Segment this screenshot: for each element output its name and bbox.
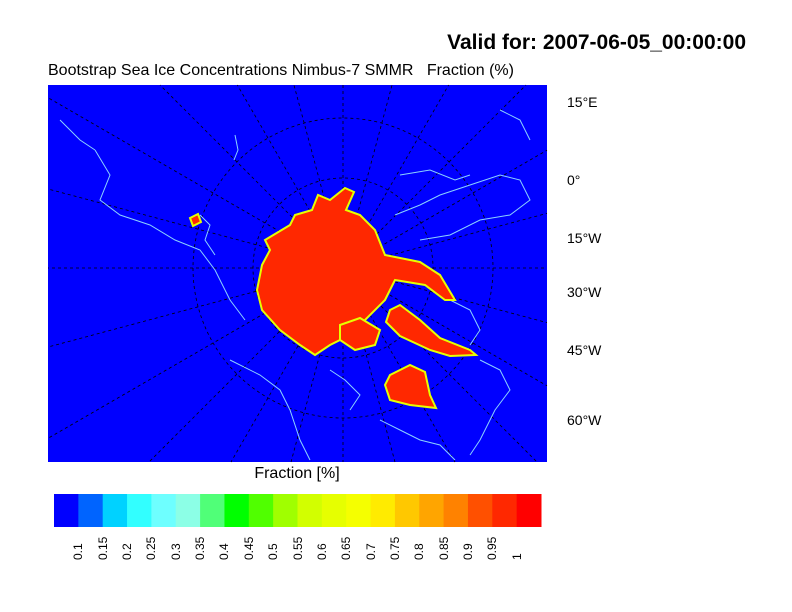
colorbar-tick-label: 0.4	[217, 543, 232, 560]
colorbar-box	[78, 494, 104, 527]
parallel-line	[252, 177, 434, 359]
colorbar-tick-label: 0.45	[241, 536, 256, 560]
meridian-line	[342, 267, 538, 463]
plot-subtitle: Bootstrap Sea Ice Concentrations Nimbus-…	[48, 62, 514, 79]
colorbar-tick-label: 0.15	[95, 536, 110, 560]
meridian-line	[236, 84, 344, 269]
colorbar-box	[273, 494, 298, 527]
lon-label: 30°W	[567, 284, 602, 300]
colorbar-tick-label: 0.6	[314, 543, 329, 560]
colorbar-box	[175, 494, 201, 527]
lon-label: 15°W	[567, 230, 602, 246]
meridian-line	[342, 84, 450, 269]
colorbar-box	[443, 494, 469, 527]
parallel-line	[192, 117, 494, 419]
colorbar-tick-label: 0.2	[120, 543, 135, 560]
hudson-bay-ice	[383, 363, 438, 410]
colorbar-tick-label: 0.85	[436, 536, 451, 560]
colorbar-box	[200, 494, 225, 527]
colorbar-tick-label: 0.3	[168, 543, 183, 560]
colorbar-box	[54, 494, 79, 527]
colorbar-tick-label: 0.25	[144, 536, 159, 560]
lon-label: 60°W	[567, 412, 602, 428]
colorbar-box	[394, 494, 420, 527]
colorbar-box	[127, 494, 152, 527]
colorbar-tick-label: 1	[509, 553, 524, 560]
colorbar-box	[346, 494, 372, 527]
meridian-line	[342, 212, 548, 269]
colorbar-box	[516, 494, 542, 527]
lon-label: 0°	[567, 172, 581, 188]
sea-ice-extent	[188, 186, 479, 410]
arctic-pack-ice	[255, 186, 457, 357]
colorbar-box	[224, 494, 250, 527]
colorbar	[54, 494, 542, 527]
colorbar-tick-label: 0.65	[339, 536, 354, 560]
colorbar-box	[151, 494, 177, 527]
small-ice-patch	[188, 212, 203, 228]
lon-label: 45°W	[567, 342, 602, 358]
colorbar-tick-label: 0.9	[460, 543, 475, 560]
colorbar-box	[467, 494, 493, 527]
colorbar-tick-label: 0.8	[412, 543, 427, 560]
colorbar-box	[419, 494, 445, 527]
archipelago-ice	[339, 316, 382, 352]
colorbar-tick-label: 0.7	[363, 543, 378, 560]
colorbar-tick-label: 0.95	[485, 536, 500, 560]
colorbar-box	[248, 494, 274, 527]
colorbar-box	[370, 494, 396, 527]
colorbar-tick-label: 0.5	[266, 543, 281, 560]
colorbar-tick-label: 0.1	[71, 543, 86, 560]
colorbar-tick-label: 0.55	[290, 536, 305, 560]
colorbar-tick-label: 0.35	[193, 536, 208, 560]
colorbar-box	[321, 494, 347, 527]
meridian-line	[342, 267, 548, 324]
colorbar-box	[297, 494, 323, 527]
colorbar-box	[102, 494, 128, 527]
meridian-line	[148, 267, 344, 463]
colorbar-tick-label: 0.75	[387, 536, 402, 560]
baffin-ice	[384, 303, 479, 358]
colorbar-box	[492, 494, 518, 527]
coastlines	[59, 109, 531, 461]
lon-label: 15°E	[567, 94, 598, 110]
valid-time-title: Valid for: 2007-06-05_00:00:00	[447, 31, 746, 54]
colorbar-title: Fraction [%]	[254, 465, 340, 482]
